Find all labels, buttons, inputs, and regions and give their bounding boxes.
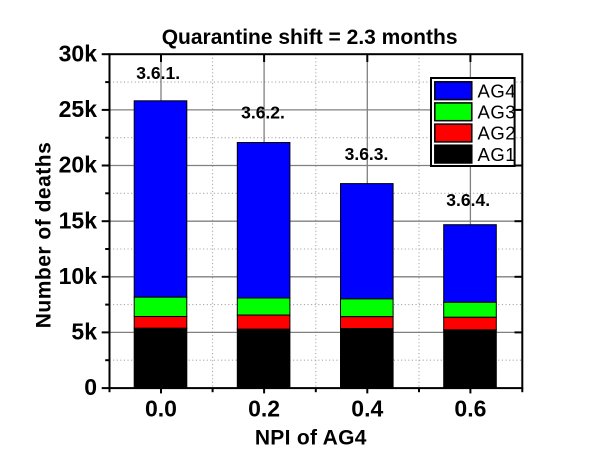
svg-text:AG1: AG1: [478, 144, 517, 165]
svg-text:5k: 5k: [71, 319, 97, 345]
svg-text:Quarantine shift = 2.3 months: Quarantine shift = 2.3 months: [162, 26, 458, 49]
svg-text:25k: 25k: [59, 96, 98, 122]
svg-text:30k: 30k: [59, 40, 98, 66]
svg-text:10k: 10k: [59, 263, 98, 289]
svg-text:AG3: AG3: [478, 102, 517, 123]
svg-text:3.6.3.: 3.6.3.: [345, 144, 389, 164]
svg-text:3.6.2.: 3.6.2.: [241, 102, 285, 122]
svg-text:20k: 20k: [59, 152, 98, 178]
svg-text:0.6: 0.6: [454, 395, 486, 421]
svg-text:Number of deaths: Number of deaths: [33, 142, 56, 329]
svg-text:AG2: AG2: [478, 123, 517, 144]
svg-text:0.4: 0.4: [351, 395, 383, 421]
svg-text:AG4: AG4: [478, 80, 517, 101]
svg-text:NPI of AG4: NPI of AG4: [255, 427, 367, 450]
svg-text:3.6.1.: 3.6.1.: [136, 63, 180, 83]
svg-text:15k: 15k: [59, 207, 98, 233]
svg-text:0.2: 0.2: [248, 395, 280, 421]
svg-text:3.6.4.: 3.6.4.: [446, 190, 490, 210]
svg-text:0.0: 0.0: [145, 395, 177, 421]
svg-text:0: 0: [84, 374, 97, 400]
